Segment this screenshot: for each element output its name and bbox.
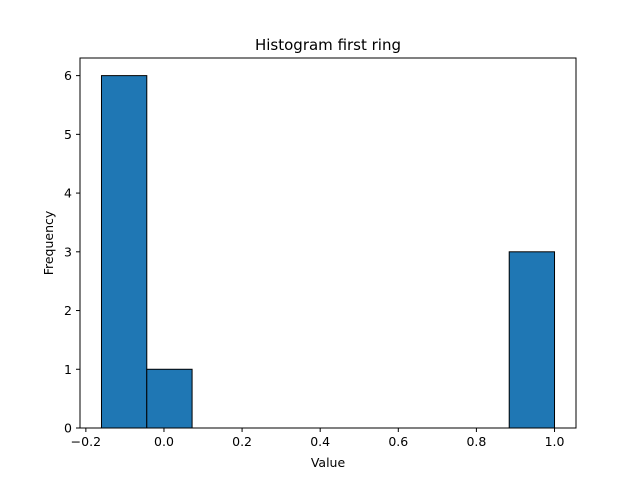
x-tick-label-2: 0.2	[232, 434, 252, 449]
x-tick-label-0: −0.2	[71, 434, 101, 449]
y-tick-label-0: 0	[64, 421, 72, 436]
y-tick-label-2: 2	[64, 303, 72, 318]
x-tick-label-1: 0.0	[154, 434, 174, 449]
x-tick-label-6: 1.0	[545, 434, 565, 449]
x-tick-label-3: 0.4	[310, 434, 330, 449]
histogram-bar-1	[146, 368, 193, 429]
y-axis-title: Frequency	[41, 210, 56, 275]
y-tick-label-5: 5	[64, 127, 72, 142]
histogram-bar-9	[508, 251, 556, 429]
x-tick-label-4: 0.6	[388, 434, 408, 449]
x-axis-title: Value	[311, 455, 346, 470]
y-axis-ticks: 0 1 2 3 4 5 6	[64, 68, 80, 436]
x-axis-ticks: −0.2 0.0 0.2 0.4 0.6 0.8 1.0	[71, 428, 565, 449]
plot-frame	[79, 57, 577, 429]
chart-title: Histogram first ring	[255, 36, 401, 54]
bars-group	[100, 75, 556, 429]
y-tick-label-1: 1	[64, 362, 72, 377]
x-tick-label-5: 0.8	[466, 434, 486, 449]
y-tick-label-3: 3	[64, 244, 72, 259]
histogram-bar-0	[100, 75, 148, 429]
y-tick-label-4: 4	[64, 186, 72, 201]
y-tick-label-6: 6	[64, 68, 72, 83]
